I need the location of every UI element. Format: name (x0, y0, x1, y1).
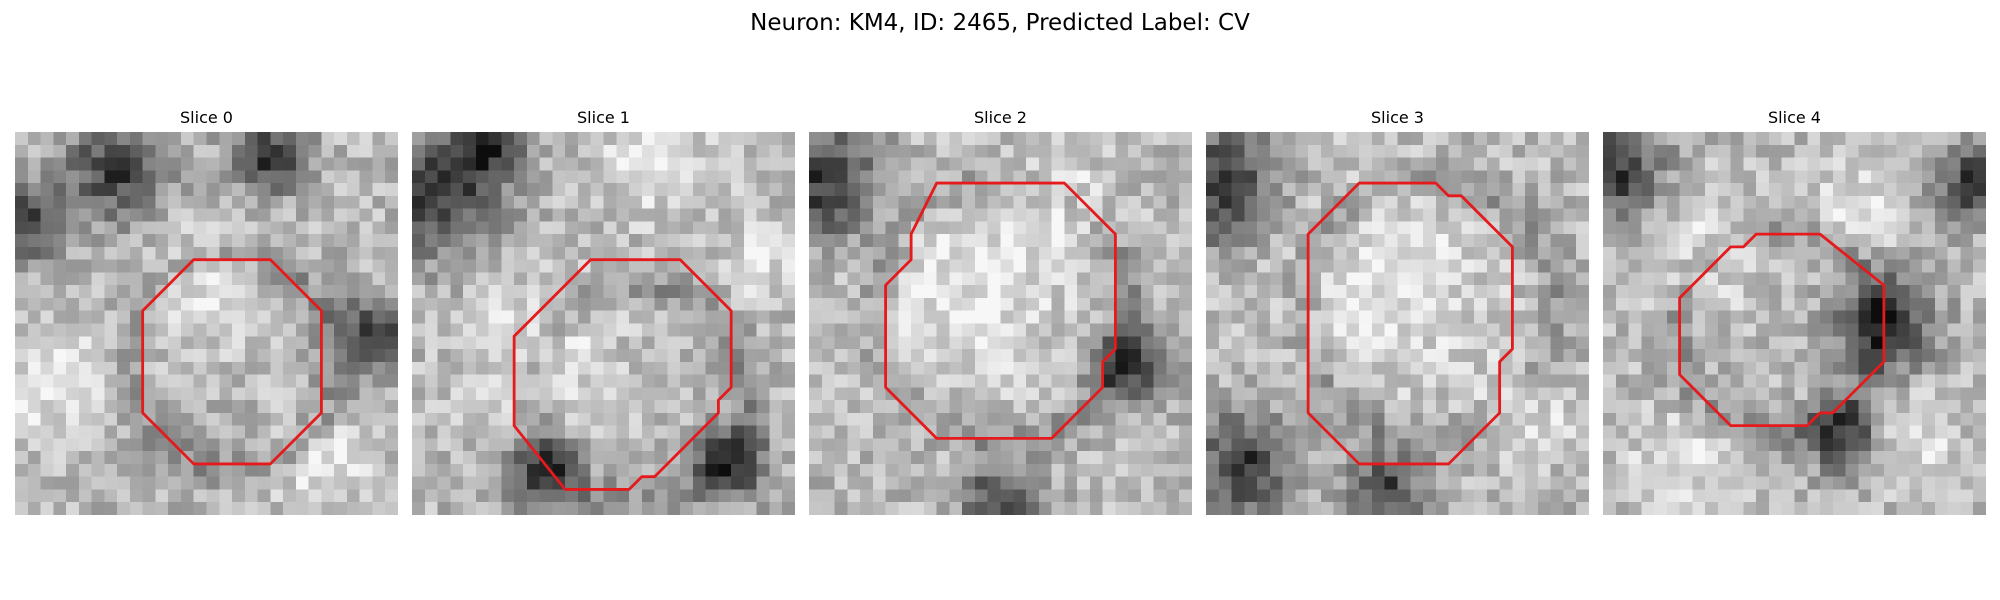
slice-title-0: Slice 0 (180, 108, 233, 127)
cell-contour (1678, 232, 1886, 428)
slice-title-3: Slice 3 (1371, 108, 1424, 127)
slice-image-3 (1206, 132, 1589, 515)
grayscale-pixel-grid (1603, 132, 1986, 515)
slice-title-4: Slice 4 (1768, 108, 1821, 127)
slice-panel-4: Slice 4 (1603, 108, 1986, 515)
slice-image-2 (809, 132, 1192, 515)
slice-image-0 (15, 132, 398, 515)
grayscale-pixel-grid (412, 132, 795, 515)
cell-contour (1306, 181, 1514, 466)
cell-contour (512, 258, 733, 491)
slice-panel-2: Slice 2 (809, 108, 1192, 515)
slice-title-1: Slice 1 (577, 108, 630, 127)
slice-panel-3: Slice 3 (1206, 108, 1589, 515)
figure-title: Neuron: KM4, ID: 2465, Predicted Label: … (750, 10, 1250, 36)
grayscale-pixel-grid (809, 132, 1192, 515)
slice-image-4 (1603, 132, 1986, 515)
grayscale-pixel-grid (1206, 132, 1589, 515)
slice-panel-1: Slice 1 (412, 108, 795, 515)
slice-image-1 (412, 132, 795, 515)
cell-contour (884, 181, 1117, 440)
grayscale-pixel-grid (15, 132, 398, 515)
slice-title-2: Slice 2 (974, 108, 1027, 127)
cell-contour (141, 258, 323, 466)
slice-panel-0: Slice 0 (15, 108, 398, 515)
